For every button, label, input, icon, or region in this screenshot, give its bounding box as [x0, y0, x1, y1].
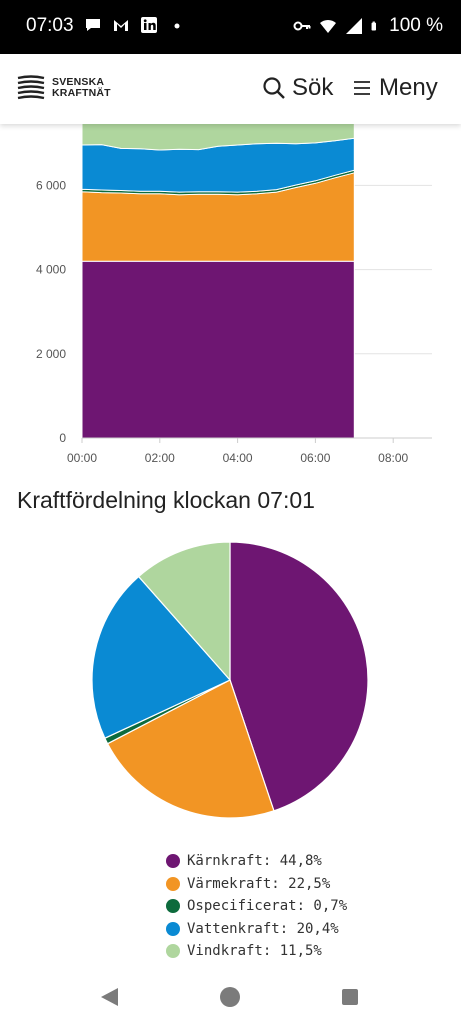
status-bar: 07:03 100 %	[0, 0, 461, 54]
legend-color-dot	[166, 876, 180, 891]
power-distribution-pie	[80, 530, 380, 830]
recent-apps-icon[interactable]	[342, 989, 358, 1005]
site-header: SVENSKA KRAFTNÄT Sök Meny	[0, 54, 461, 124]
pie-slice-vindkraft[interactable]	[137, 541, 231, 682]
x-tick-label: 00:00	[67, 451, 97, 465]
legend-item-varmekraft[interactable]: Värmekraft: 22,5%	[166, 873, 347, 896]
gmail-icon	[114, 20, 128, 31]
legend-label: Ospecificerat: 0,7%	[187, 898, 348, 915]
logo-line-2: KRAFTNÄT	[52, 87, 111, 99]
back-icon[interactable]	[101, 988, 118, 1006]
x-tick-label: 06:00	[300, 451, 330, 465]
y-tick-label: 0	[59, 431, 66, 445]
search-button[interactable]: Sök	[262, 74, 333, 102]
pie-slice-varmekraft[interactable]	[106, 679, 275, 819]
logo-line-1: SVENSKA	[52, 76, 105, 88]
pie-chart-svg	[91, 541, 369, 819]
signal-icon	[346, 18, 363, 34]
legend-label: Vindkraft: 11,5%	[187, 943, 322, 960]
pie-slice-vattenkraft[interactable]	[91, 575, 231, 740]
legend-color-dot	[166, 854, 180, 869]
legend-color-dot	[166, 921, 180, 936]
svenska-kraftnat-logo[interactable]: SVENSKA KRAFTNÄT	[16, 74, 111, 102]
logo-mark-icon	[17, 75, 45, 100]
chat-bubble-icon	[86, 19, 100, 31]
area-series-vindkraft[interactable]	[82, 124, 355, 151]
menu-label: Meny	[379, 74, 438, 101]
menu-button[interactable]: Meny	[353, 74, 438, 102]
legend-label: Värmekraft: 22,5%	[187, 875, 331, 892]
pie-chart-title: Kraftfördelning klockan 07:01	[17, 487, 315, 513]
area-series-group	[82, 124, 355, 438]
pie-legend: Kärnkraft: 44,8% Värmekraft: 22,5% Ospec…	[166, 850, 347, 963]
legend-item-ospecificerat[interactable]: Ospecificerat: 0,7%	[166, 895, 347, 918]
linkedin-icon	[141, 17, 157, 33]
dot-icon	[174, 23, 180, 29]
y-tick-label: 4 000	[36, 263, 66, 277]
legend-label: Vattenkraft: 20,4%	[187, 920, 339, 937]
key-icon	[293, 21, 311, 31]
pie-slice-karnkraft[interactable]	[229, 541, 369, 812]
hamburger-menu-icon	[354, 81, 370, 95]
area-chart-svg: 0 2 000 4 000 6 000 00:00 02:00 04:00 06:00 08:0…	[36, 124, 432, 465]
legend-item-karnkraft[interactable]: Kärnkraft: 44,8%	[166, 850, 347, 873]
production-area-chart: 0 2 000 4 000 6 000 00:00 02:00 04:00 06:00 08:0…	[0, 124, 461, 484]
home-icon[interactable]	[220, 987, 240, 1007]
x-tick-label: 02:00	[145, 451, 175, 465]
y-tick-label: 2 000	[36, 347, 66, 361]
status-time: 07:03	[26, 15, 74, 36]
legend-label: Kärnkraft: 44,8%	[187, 853, 322, 870]
search-label: Sök	[292, 74, 334, 101]
x-tick-label: 08:00	[378, 451, 408, 465]
y-tick-label: 6 000	[36, 178, 66, 192]
wifi-icon	[320, 19, 337, 33]
search-icon	[263, 77, 285, 99]
x-tick-label: 04:00	[223, 451, 253, 465]
battery-icon	[371, 21, 377, 31]
battery-percent: 100 %	[389, 15, 443, 36]
legend-item-vattenkraft[interactable]: Vattenkraft: 20,4%	[166, 918, 347, 941]
legend-color-dot	[166, 944, 180, 959]
legend-color-dot	[166, 899, 180, 914]
legend-item-vindkraft[interactable]: Vindkraft: 11,5%	[166, 940, 347, 963]
area-series-karnkraft[interactable]	[82, 260, 355, 438]
